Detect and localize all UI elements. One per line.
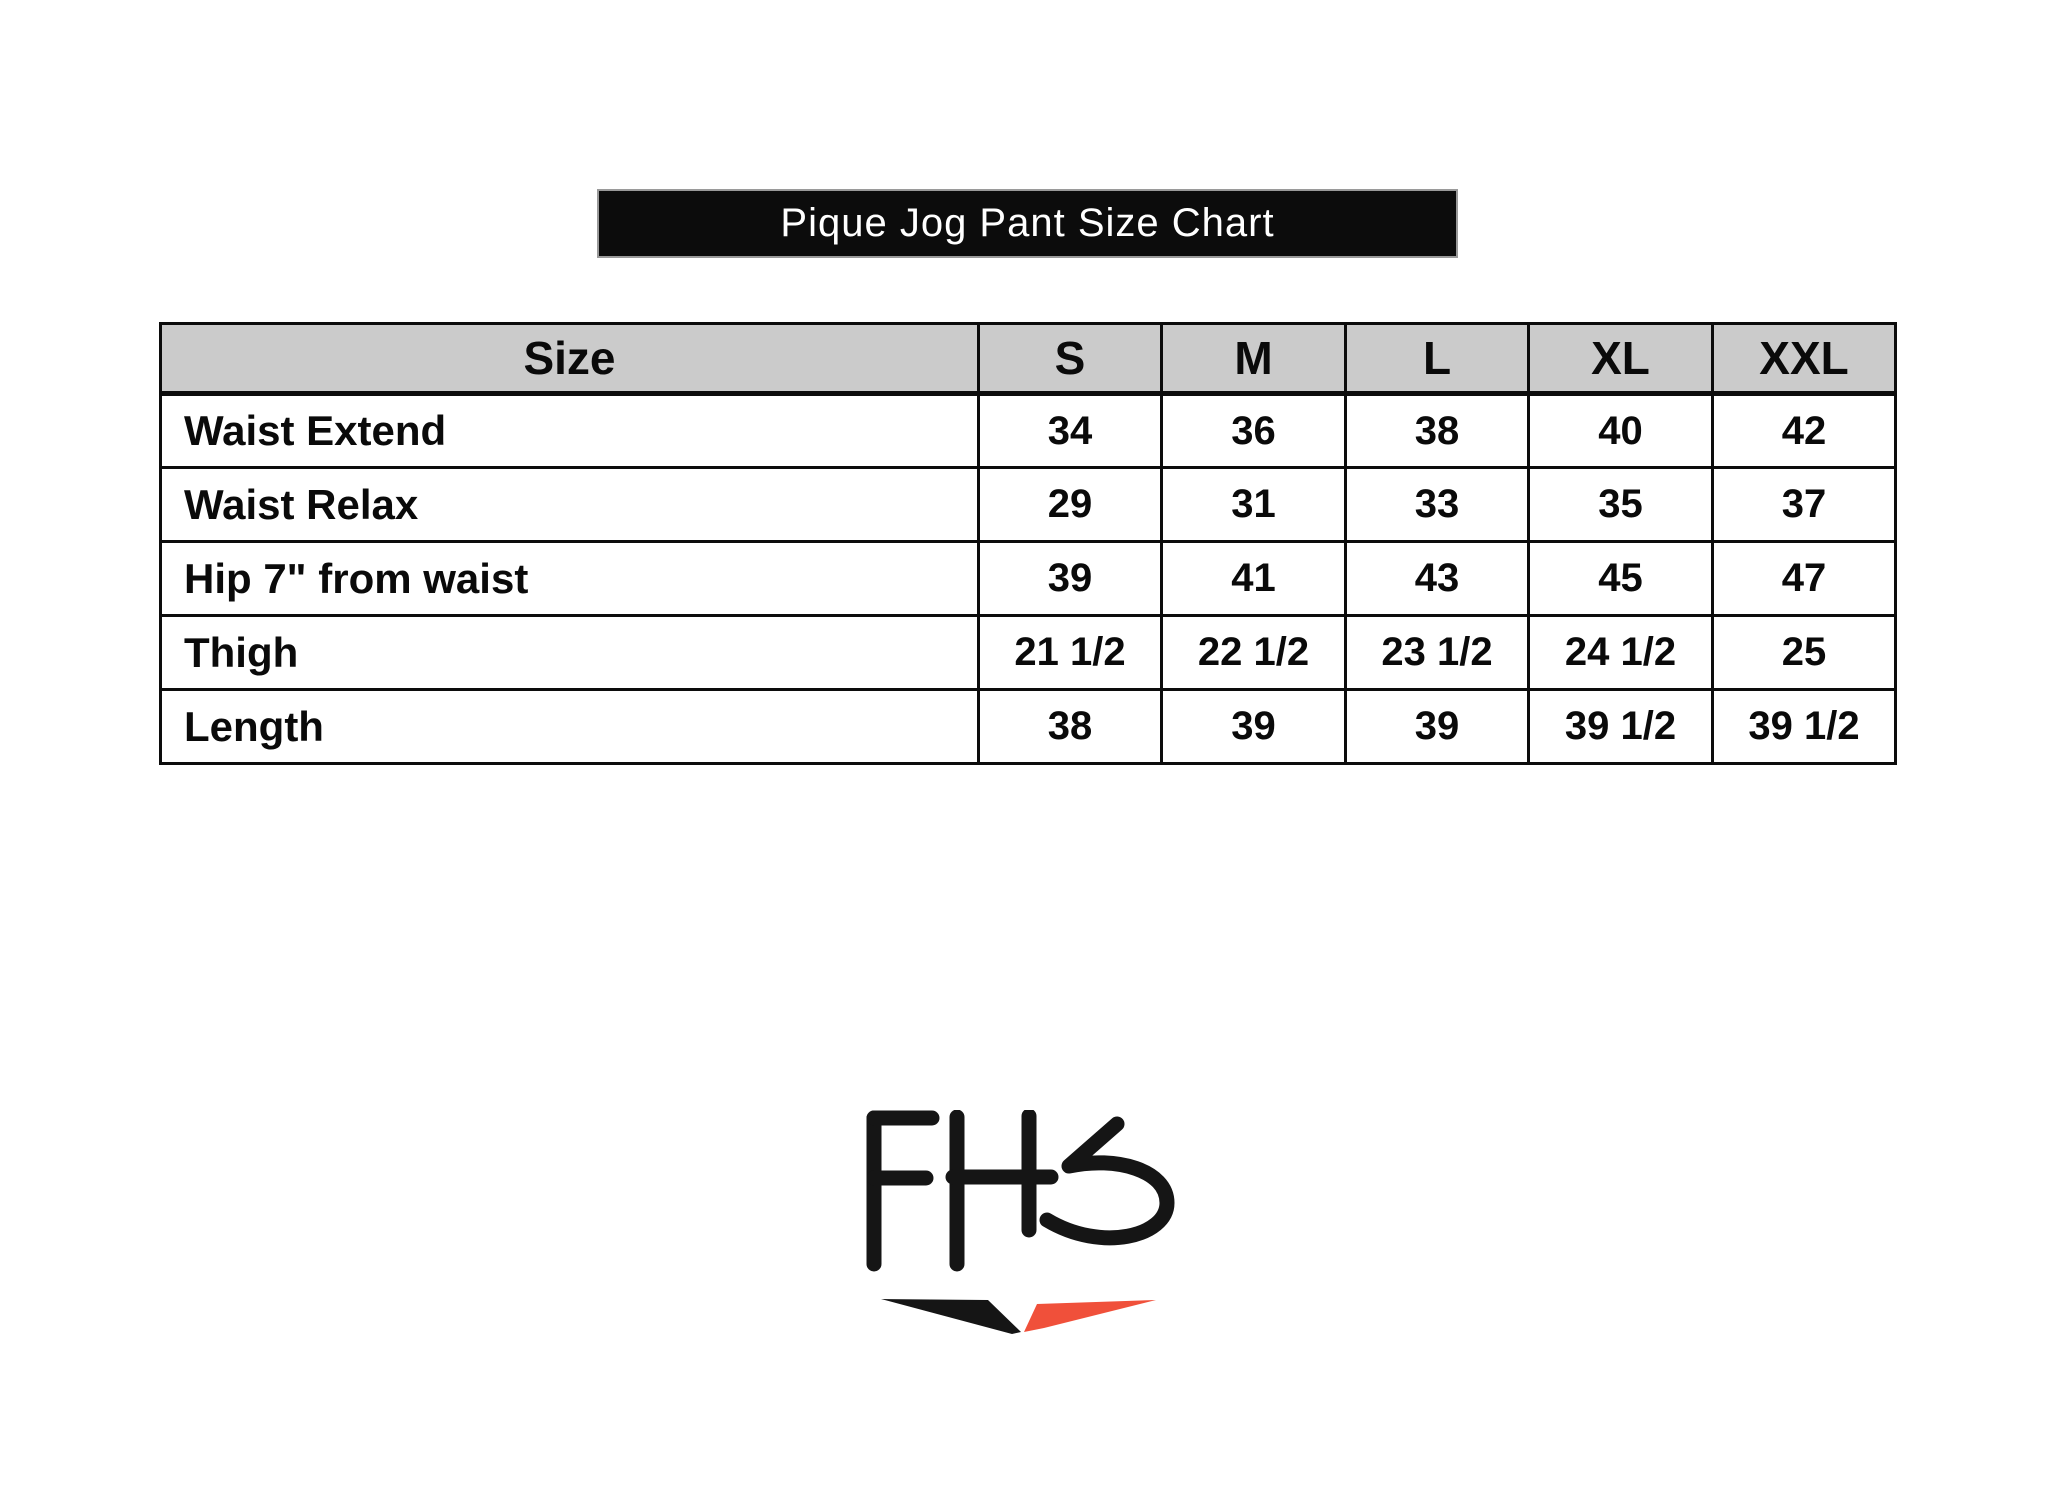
swoosh-black-wedge [881, 1299, 1021, 1334]
cell-value-xl: 45 [1527, 540, 1714, 617]
logo-letter-h [945, 1110, 1059, 1272]
cell-value-xxl: 37 [1711, 466, 1897, 543]
logo-swoosh [881, 1299, 1156, 1334]
header-cell-l: L [1344, 322, 1530, 396]
row-label: Hip 7" from waist [159, 540, 980, 617]
cell-value-xl: 24 1/2 [1527, 614, 1714, 691]
cell-value-xl: 40 [1527, 392, 1714, 469]
fhs-logo [866, 1110, 1175, 1334]
header-cell-xl: XL [1527, 322, 1714, 396]
row-label: Length [159, 688, 980, 765]
cell-value-xl: 35 [1527, 466, 1714, 543]
cell-value-l: 38 [1344, 392, 1530, 469]
table-row: Thigh 21 1/2 22 1/2 23 1/2 24 1/2 25 [159, 614, 1897, 691]
header-cell-xxl: XXL [1711, 322, 1897, 396]
header-cell-size: Size [159, 322, 980, 396]
size-table: Size S M L XL XXL Waist Extend 34 36 38 … [159, 322, 1897, 765]
cell-value-m: 22 1/2 [1160, 614, 1347, 691]
table-row: Waist Extend 34 36 38 40 42 [159, 392, 1897, 469]
cell-value-m: 31 [1160, 466, 1347, 543]
cell-value-s: 21 1/2 [977, 614, 1163, 691]
row-label: Waist Extend [159, 392, 980, 469]
size-table-body: Waist Extend 34 36 38 40 42 Waist Relax … [159, 392, 1897, 765]
cell-value-s: 38 [977, 688, 1163, 765]
cell-value-m: 36 [1160, 392, 1347, 469]
cell-value-xxl: 39 1/2 [1711, 688, 1897, 765]
swoosh-orange-wedge [1024, 1300, 1156, 1332]
table-row: Length 38 39 39 39 1/2 39 1/2 [159, 688, 1897, 765]
cell-value-s: 34 [977, 392, 1163, 469]
cell-value-xxl: 25 [1711, 614, 1897, 691]
table-row: Waist Relax 29 31 33 35 37 [159, 466, 1897, 543]
cell-value-s: 29 [977, 466, 1163, 543]
cell-value-l: 39 [1344, 688, 1530, 765]
cell-value-l: 23 1/2 [1344, 614, 1530, 691]
cell-value-l: 43 [1344, 540, 1530, 617]
row-label: Waist Relax [159, 466, 980, 543]
logo-letter-s [1039, 1116, 1175, 1246]
cell-value-l: 33 [1344, 466, 1530, 543]
table-row: Hip 7" from waist 39 41 43 45 47 [159, 540, 1897, 617]
cell-value-xxl: 42 [1711, 392, 1897, 469]
row-label: Thigh [159, 614, 980, 691]
chart-title-banner: Pique Jog Pant Size Chart [597, 189, 1458, 258]
cell-value-m: 39 [1160, 688, 1347, 765]
chart-title: Pique Jog Pant Size Chart [780, 201, 1275, 245]
cell-value-xl: 39 1/2 [1527, 688, 1714, 765]
cell-value-xxl: 47 [1711, 540, 1897, 617]
cell-value-s: 39 [977, 540, 1163, 617]
header-cell-m: M [1160, 322, 1347, 396]
header-cell-s: S [977, 322, 1163, 396]
size-table-header-row: Size S M L XL XXL [159, 322, 1897, 396]
logo-letter-f [866, 1110, 940, 1272]
cell-value-m: 41 [1160, 540, 1347, 617]
